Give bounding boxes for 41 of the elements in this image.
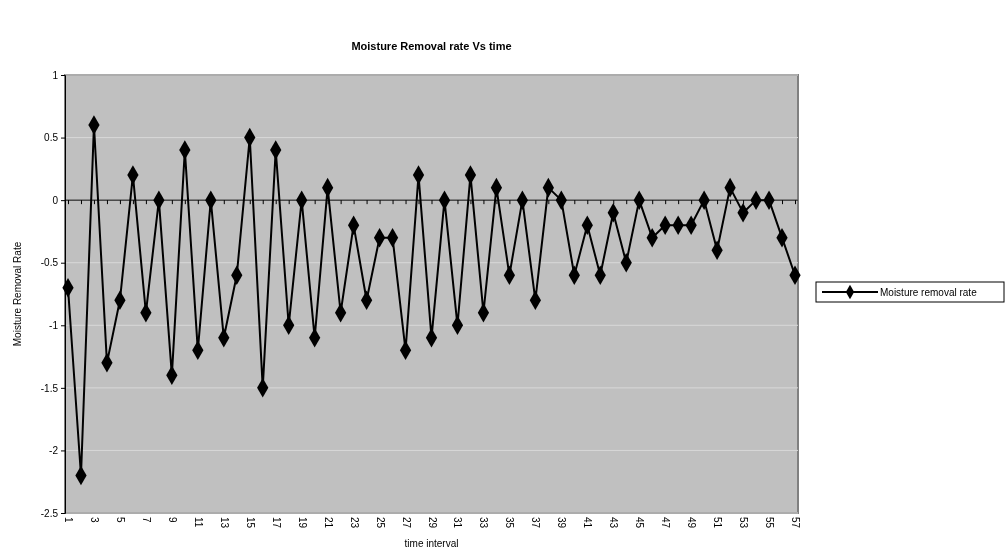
chart-title: Moisture Removal rate Vs time (351, 40, 512, 52)
x-tick-label: 11 (192, 517, 204, 528)
x-tick-label: 9 (166, 517, 178, 523)
x-tick-label: 53 (738, 517, 750, 529)
x-tick-label: 39 (556, 517, 568, 529)
x-tick-label: 51 (712, 517, 724, 529)
x-tick-label: 57 (790, 517, 801, 529)
y-tick-label: -0.5 (40, 257, 59, 269)
y-tick-label: -1.5 (40, 382, 59, 394)
y-tick-label: 1 (52, 69, 59, 81)
y-tick-label: 0 (52, 194, 59, 206)
y-tick-label: 0.5 (44, 132, 59, 144)
x-tick-label: 37 (530, 517, 542, 529)
x-tick-label: 7 (140, 517, 152, 523)
x-tick-label: 23 (348, 517, 360, 529)
x-tick-label: 41 (582, 517, 594, 529)
x-tick-label: 5 (114, 517, 126, 523)
x-tick-label: 3 (88, 517, 100, 523)
x-tick-label: 35 (504, 517, 516, 529)
text: Moisture removal rate (880, 286, 978, 298)
x-tick-label: 27 (400, 517, 412, 529)
x-tick-label: 13 (218, 517, 230, 529)
x-tick-label: 1 (63, 517, 74, 523)
x-tick-label: 55 (764, 517, 776, 529)
x-tick-label: 33 (478, 517, 490, 529)
x-tick-label: 45 (634, 517, 646, 529)
y-tick-label: -1 (49, 319, 59, 331)
y-tick-label: -2 (49, 445, 59, 457)
x-tick-label: 19 (296, 517, 308, 529)
x-tick-label: 43 (608, 517, 620, 529)
x-tick-label: 21 (322, 517, 334, 529)
x-tick-label: 15 (244, 517, 256, 529)
x-tick-label: 31 (452, 517, 464, 529)
y-tick-label: -2.5 (40, 507, 59, 519)
x-axis-title: time interval (404, 538, 459, 549)
x-tick-label: 47 (660, 517, 672, 529)
x-tick-label: 25 (374, 517, 386, 529)
y-axis-title: Moisture Removal Rate (12, 241, 23, 347)
x-tick-label: 49 (686, 517, 698, 529)
x-tick-label: 29 (426, 517, 438, 529)
x-tick-label: 17 (270, 517, 282, 529)
